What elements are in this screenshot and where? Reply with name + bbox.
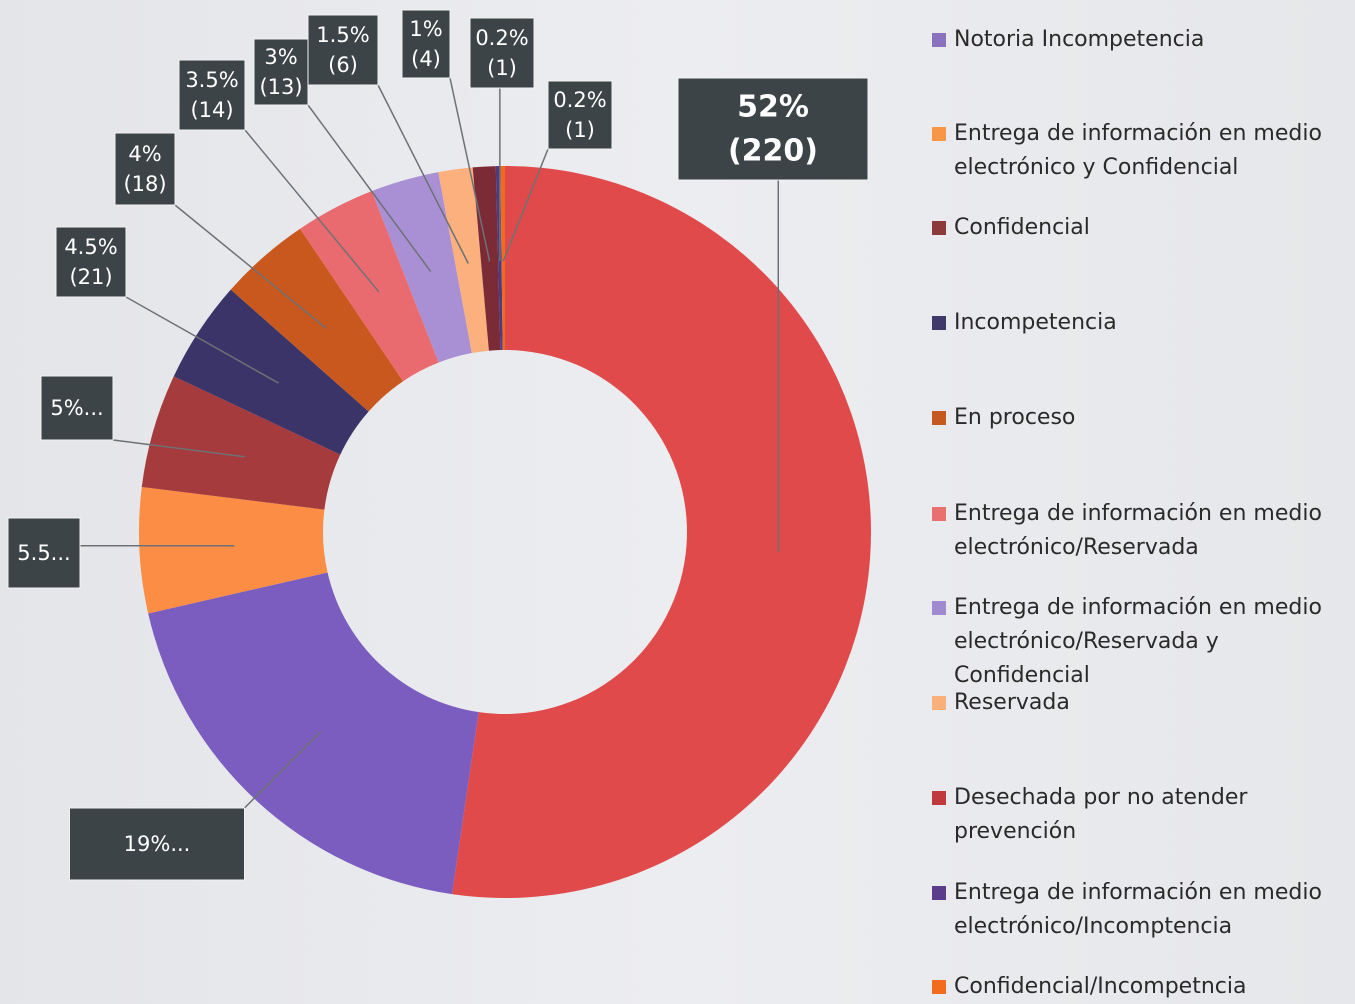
- leader-line: [243, 730, 322, 809]
- leader-line: [449, 77, 491, 262]
- label-box: [677, 77, 869, 181]
- legend-item: Incompetencia: [932, 306, 1342, 340]
- legend-item: Entrega de información en medio electrón…: [932, 497, 1342, 565]
- data-label: 3.5%: [185, 68, 238, 92]
- donut-slice: [141, 376, 341, 510]
- data-label: (6): [328, 53, 358, 77]
- data-label: (1): [565, 118, 595, 142]
- label-box: [40, 375, 114, 441]
- legend-item: Desechada por no atender prevención: [932, 781, 1342, 849]
- data-label: (1): [487, 56, 517, 80]
- legend-swatch: [932, 696, 946, 710]
- label-box: [178, 59, 246, 131]
- label-box: [253, 38, 309, 106]
- legend-label: En proceso: [954, 405, 1076, 430]
- legend-label: Entrega de información en medio electrón…: [954, 121, 1322, 180]
- label-box: [7, 517, 81, 589]
- legend-swatch: [932, 507, 946, 521]
- data-label: 4.5%: [64, 235, 117, 259]
- legend-item: Entrega de información en medio electrón…: [932, 117, 1342, 185]
- legend-label: Entrega de información en medio electrón…: [954, 501, 1322, 560]
- data-label: 5%...: [50, 396, 103, 420]
- donut-slice: [173, 289, 369, 455]
- legend-label: Reservada: [954, 690, 1070, 715]
- data-label: 3%: [264, 45, 297, 69]
- label-box: [307, 14, 379, 86]
- data-label: 0.2%: [475, 26, 528, 50]
- legend-swatch: [932, 316, 946, 330]
- label-box: [547, 80, 613, 150]
- legend-label: Confidencial/Incompetncia: [954, 974, 1247, 999]
- legend-item: Confidencial/Incompetncia: [932, 970, 1342, 1004]
- label-box: [469, 17, 535, 89]
- data-label: (18): [123, 172, 166, 196]
- data-label: 52%: [737, 90, 809, 125]
- leader-line: [244, 129, 380, 293]
- legend-swatch: [932, 127, 946, 141]
- data-label: 4%: [128, 142, 161, 166]
- legend-swatch: [932, 33, 946, 47]
- legend-item: Entrega de información en medio electrón…: [932, 876, 1342, 944]
- data-label: (13): [259, 75, 302, 99]
- legend-swatch: [932, 980, 946, 994]
- legend-swatch: [932, 411, 946, 425]
- legend-label: Entrega de información en medio electrón…: [954, 595, 1322, 688]
- leader-line: [125, 296, 279, 384]
- legend-swatch: [932, 886, 946, 900]
- label-box: [55, 226, 127, 298]
- legend-label: Entrega de información en medio electrón…: [954, 880, 1322, 939]
- data-label: 5.5...: [17, 541, 70, 565]
- donut-slice: [148, 572, 479, 895]
- legend-label: Incompetencia: [954, 310, 1117, 335]
- label-box: [114, 132, 176, 206]
- legend-label: Confidencial: [954, 215, 1090, 240]
- legend-item: Entrega de información en medio electrón…: [932, 591, 1342, 693]
- donut-slice: [451, 166, 872, 898]
- chart: 52% (220) 19%... 5.5... 5%... 4.5% (21) 4% (18) 3…: [7, 9, 872, 898]
- data-label: 1%: [409, 17, 442, 41]
- legend-item: En proceso: [932, 401, 1342, 435]
- donut-slice: [438, 167, 489, 354]
- data-label: 0.2%: [553, 88, 606, 112]
- data-label: 19%...: [124, 832, 191, 856]
- legend-swatch: [932, 601, 946, 615]
- data-label: (4): [411, 47, 441, 71]
- leader-line: [174, 204, 327, 329]
- donut-slice: [139, 487, 328, 614]
- data-label: (14): [190, 98, 233, 122]
- legend-item: Notoria Incompetencia: [932, 23, 1342, 57]
- leader-line: [112, 439, 245, 458]
- data-label: 1.5%: [316, 23, 369, 47]
- label-box: [69, 807, 245, 881]
- legend-label: Notoria Incompetencia: [954, 27, 1205, 52]
- legend-swatch: [932, 221, 946, 235]
- leader-line: [307, 104, 432, 272]
- data-label: (220): [728, 134, 818, 169]
- legend-label: Desechada por no atender prevención: [954, 785, 1248, 844]
- legend-swatch: [932, 791, 946, 805]
- label-box: [401, 9, 451, 79]
- legend-item: Reservada: [932, 686, 1342, 720]
- donut-slice: [500, 166, 505, 351]
- legend-item: Confidencial: [932, 211, 1342, 245]
- leader-line: [502, 148, 549, 262]
- data-label: (21): [69, 265, 112, 289]
- leader-line: [377, 84, 469, 264]
